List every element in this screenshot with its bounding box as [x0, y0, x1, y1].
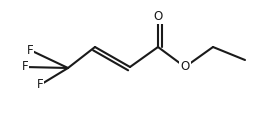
- Text: F: F: [37, 78, 43, 91]
- Text: F: F: [27, 44, 33, 57]
- Text: F: F: [22, 61, 28, 74]
- Text: O: O: [180, 61, 190, 74]
- Text: O: O: [153, 10, 163, 23]
